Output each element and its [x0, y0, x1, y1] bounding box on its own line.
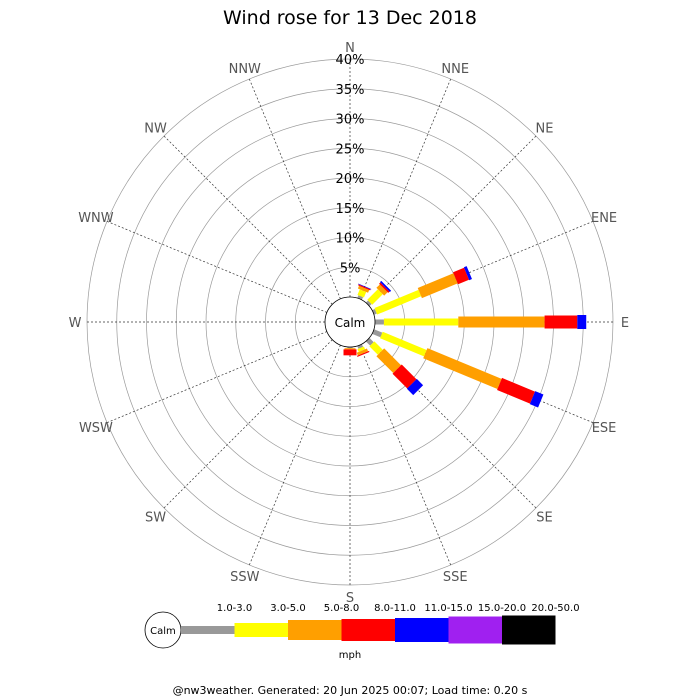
legend-label-5: 15.0-20.0 [478, 603, 526, 614]
legend-label-0: 1.0-3.0 [217, 603, 252, 614]
ring-label-2: 10% [336, 232, 365, 247]
legend-label-1: 3.0-5.0 [270, 603, 305, 614]
bar-ene-bin-1 [374, 289, 422, 315]
direction-label-nne: NNE [441, 62, 469, 77]
bar-sse-bin-2 [356, 348, 369, 356]
bar-nne-bin-4 [358, 283, 372, 290]
ring-label-1: 5% [340, 261, 361, 276]
bar-s-bin-2 [344, 348, 356, 350]
legend-swatch-3 [341, 619, 395, 641]
legend-label-3: 8.0-11.0 [374, 603, 416, 614]
ring-label-3: 15% [336, 202, 365, 217]
bar-ne-bin-4 [379, 280, 392, 293]
calm-circle [324, 296, 376, 348]
legend-label-4: 11.0-15.0 [424, 603, 472, 614]
bar-nne-bin-2 [357, 285, 370, 293]
legend-swatch-2 [288, 620, 342, 640]
bar-ene-bin-2 [417, 273, 458, 299]
wind-bars [343, 266, 587, 408]
direction-label-n: N [345, 41, 355, 56]
legend-swatch-1 [234, 623, 288, 637]
bar-se-bin-3 [392, 364, 417, 389]
direction-label-sw: SW [145, 510, 166, 525]
ring-labels: 5% 10% 15% 20% 25% 30% 35% 40% [336, 53, 365, 276]
direction-label-se: SE [536, 510, 552, 525]
direction-label-w: W [69, 316, 82, 331]
legend-label-6: 20.0-50.0 [531, 603, 579, 614]
calm-label: Calm [335, 316, 366, 330]
legend: Calm 1.0-3.0 3.0-5.0 5.0-8.0 8.0-11.0 11.0-1… [144, 603, 580, 661]
bar-ese-bin-4 [529, 391, 544, 408]
legend-label-2: 5.0-8.0 [324, 603, 359, 614]
legend-calm-label: Calm [150, 626, 176, 637]
bar-e-bin-2 [458, 316, 545, 328]
direction-label-e: E [621, 316, 629, 331]
legend-swatch-6 [502, 615, 556, 645]
bar-ese-bin-1 [380, 331, 427, 357]
bar-e-bin-0 [375, 319, 384, 325]
legend-swatch-5 [448, 616, 502, 644]
bar-se-bin-4 [406, 378, 424, 396]
ring-label-5: 25% [336, 142, 365, 157]
bar-ese-bin-2 [423, 348, 502, 390]
bar-e-bin-4 [577, 315, 587, 329]
bar-s-bin-3 [343, 349, 357, 356]
bar-ne-bin-2 [376, 284, 388, 296]
bar-ene-bin-3 [453, 267, 470, 285]
bar-ne-bin-0 [365, 300, 372, 307]
direction-label-ssw: SSW [230, 570, 260, 585]
direction-label-wnw: WNW [78, 211, 114, 226]
legend-unit: mph [339, 650, 361, 661]
bar-se-bin-2 [376, 348, 402, 374]
direction-label-ne: NE [535, 122, 553, 137]
legend-swatch-0 [181, 626, 235, 634]
bar-ne-bin-3 [379, 282, 390, 293]
ring-label-4: 20% [336, 172, 365, 187]
bar-ese-bin-3 [497, 377, 535, 404]
direction-label-wsw: WSW [79, 421, 113, 436]
ring-label-8: 40% [336, 53, 365, 68]
direction-label-s: S [346, 591, 354, 606]
bar-ene-bin-0 [372, 308, 377, 315]
bar-sse-bin-1 [357, 346, 366, 352]
bar-nne-bin-1 [357, 289, 367, 298]
bar-sse-bin-0 [357, 344, 364, 349]
legend-swatch-4 [395, 618, 449, 642]
bar-nne-bin-0 [357, 295, 364, 300]
bar-e-bin-1 [383, 318, 459, 326]
bar-ne-bin-1 [367, 289, 383, 305]
ring-label-7: 35% [336, 83, 365, 98]
chart-title: Wind rose for 13 Dec 2018 [223, 7, 477, 29]
direction-label-ene: ENE [591, 211, 617, 226]
bar-ene-bin-4 [463, 266, 472, 281]
calm-circle-group: Calm [324, 296, 376, 348]
direction-label-sse: SSE [443, 570, 468, 585]
direction-label-ese: ESE [592, 421, 617, 436]
direction-labels: N NNE NE ENE E ESE SE SSE S SSW SW WSW W WNW NW NNW [69, 41, 630, 606]
bar-nne-bin-3 [358, 284, 371, 291]
bar-e-bin-3 [544, 315, 578, 329]
bar-ese-bin-0 [372, 329, 383, 338]
ring-label-6: 30% [336, 113, 365, 128]
direction-label-nw: NW [144, 122, 167, 137]
footer-text: @nw3weather. Generated: 20 Jun 2025 00:0… [173, 684, 528, 697]
bar-sse-bin-3 [356, 350, 370, 357]
bar-se-bin-1 [369, 341, 383, 355]
direction-label-nnw: NNW [229, 62, 261, 77]
